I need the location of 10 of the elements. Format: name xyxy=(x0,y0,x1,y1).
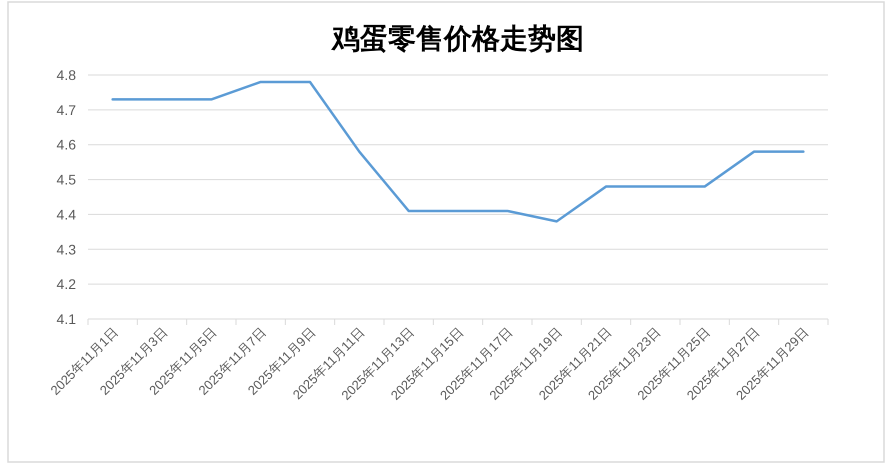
y-tick-label: 4.5 xyxy=(56,172,76,188)
y-tick-label: 4.3 xyxy=(56,241,76,258)
chart-title: 鸡蛋零售价格走势图 xyxy=(330,23,584,54)
y-tick-label: 4.1 xyxy=(56,311,76,327)
y-tick-label: 4.4 xyxy=(56,206,76,222)
y-tick-label: 4.7 xyxy=(56,102,76,118)
line-series xyxy=(111,80,805,223)
y-tick-label: 4.8 xyxy=(56,67,76,83)
y-tick-label: 4.2 xyxy=(56,276,76,292)
y-tick-label: 4.6 xyxy=(56,136,76,153)
